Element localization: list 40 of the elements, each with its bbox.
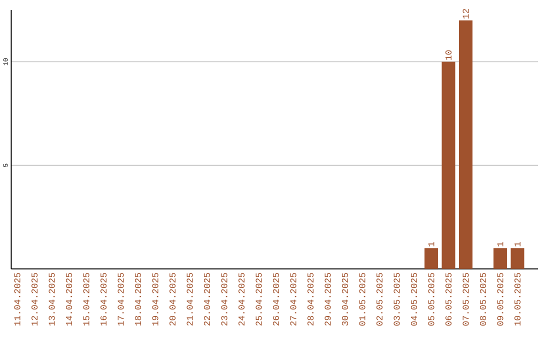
x-tick-label: 13.04.2025 [48,273,55,326]
x-tick-label: 17.04.2025 [118,273,124,326]
bar [493,248,507,269]
x-tick-label: 12.04.2025 [31,273,38,326]
x-tick-label: 23.04.2025 [221,273,228,326]
bar [442,62,456,269]
data-label: 10 [445,50,452,60]
bar [510,248,524,269]
x-tick-label: 03.05.2025 [394,273,400,326]
x-tick-label: 26.04.2025 [272,273,280,326]
x-tick-label: 05.05.2025 [428,273,434,326]
x-tick-label: 10.05.2025 [514,273,521,326]
x-tick-label: 24.04.2025 [238,273,245,326]
x-tick-label: 06.05.2025 [445,273,452,326]
x-tick-label: 29.04.2025 [324,273,331,326]
x-tick-label: 25.04.2025 [256,273,262,326]
x-tick-label: 18.04.2025 [134,273,142,326]
x-tick-label: 28.04.2025 [307,273,314,326]
x-tick-label: 20.04.2025 [169,273,176,326]
x-tick-label: 11.04.2025 [14,273,20,326]
x-tick-label: 14.04.2025 [66,273,72,326]
data-label: 1 [514,242,520,246]
x-tick-label: 07.05.2025 [462,273,469,326]
x-tick-label: 02.05.2025 [376,273,383,326]
data-label: 12 [462,9,469,19]
bar [424,248,438,269]
bar [458,20,472,269]
data-label: 1 [497,242,504,246]
x-tick-label: 27.04.2025 [290,273,296,326]
x-tick-label: 22.04.2025 [204,273,210,326]
x-tick-label: 04.05.2025 [410,273,418,326]
x-tick-label: 08.05.2025 [480,273,486,326]
x-tick-label: 01.05.2025 [359,273,366,326]
data-label: 1 [428,242,434,246]
x-tick-label: 30.04.2025 [342,273,348,326]
x-tick-label: 15.04.2025 [83,273,90,326]
x-tick-label: 09.05.2025 [497,273,504,326]
x-tick-label: 21.04.2025 [186,273,193,326]
x-tick-label: 19.04.2025 [152,273,158,326]
x-tick-label: 16.04.2025 [100,273,107,326]
